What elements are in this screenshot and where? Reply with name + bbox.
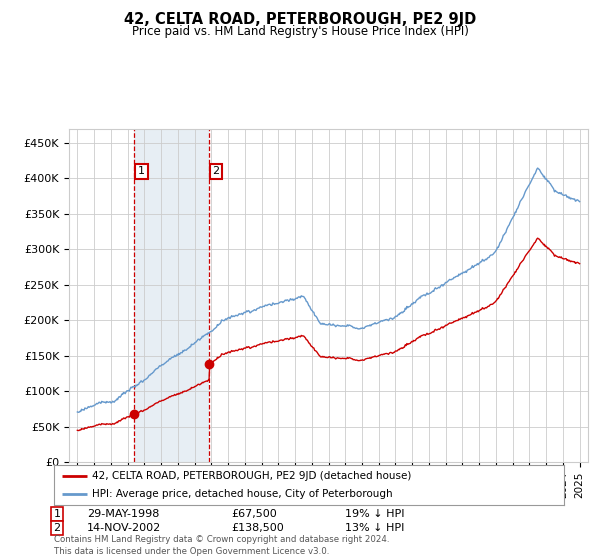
Text: 19% ↓ HPI: 19% ↓ HPI [345,509,404,519]
Text: £67,500: £67,500 [231,509,277,519]
Text: 13% ↓ HPI: 13% ↓ HPI [345,523,404,533]
Text: 1: 1 [53,509,61,519]
Text: HPI: Average price, detached house, City of Peterborough: HPI: Average price, detached house, City… [92,489,393,499]
Text: 29-MAY-1998: 29-MAY-1998 [87,509,160,519]
Text: Contains HM Land Registry data © Crown copyright and database right 2024.
This d: Contains HM Land Registry data © Crown c… [54,535,389,556]
Text: 2: 2 [212,166,220,176]
Text: 14-NOV-2002: 14-NOV-2002 [87,523,161,533]
Text: 42, CELTA ROAD, PETERBOROUGH, PE2 9JD (detached house): 42, CELTA ROAD, PETERBOROUGH, PE2 9JD (d… [92,471,412,480]
Text: 2: 2 [53,523,61,533]
Text: 42, CELTA ROAD, PETERBOROUGH, PE2 9JD: 42, CELTA ROAD, PETERBOROUGH, PE2 9JD [124,12,476,27]
Text: 1: 1 [138,166,145,176]
Bar [134,129,209,462]
Text: Price paid vs. HM Land Registry's House Price Index (HPI): Price paid vs. HM Land Registry's House … [131,25,469,38]
Text: £138,500: £138,500 [231,523,284,533]
